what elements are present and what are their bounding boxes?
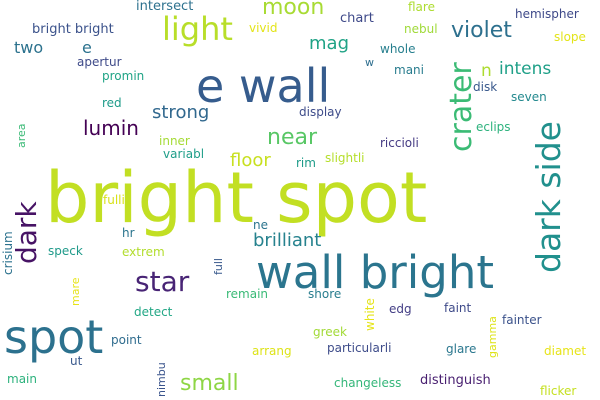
word-white: white [363,298,377,331]
word-inner: inner [159,134,190,148]
word-edg: edg [389,302,412,316]
word-disk: disk [473,80,498,94]
word-chart: chart [340,11,374,26]
word-intens: intens [499,59,552,79]
word-hr: hr [122,226,135,240]
word-vivid: vivid [249,21,278,35]
word-red: red [102,96,122,110]
word-e-wall: e wall [196,59,331,113]
word-e: e [82,38,92,57]
word-brilliant: brilliant [253,230,322,251]
word-dark-side: dark side [529,121,568,273]
word-w: w [365,56,374,69]
word-changeless: changeless [334,376,402,390]
word-intersect: intersect [136,0,194,14]
word-greek: greek [313,325,348,339]
word-nimbu: nimbu [155,362,168,397]
word-riccioli: riccioli [380,136,419,150]
word-strong: strong [152,102,210,123]
word-bright-bright: bright bright [32,22,114,37]
word-two: two [14,38,44,57]
word-eclips: eclips [476,120,511,134]
word-near: near [267,125,318,150]
word-hemispher: hemispher [515,7,579,21]
word-extrem: extrem [122,245,165,259]
word-dark: dark [10,201,43,264]
word-light: light [162,10,233,48]
word-slope: slope [554,30,586,44]
word-slightli: slightli [325,151,365,165]
word-diamet: diamet [544,344,587,358]
word-faint: faint [444,301,472,315]
word-fulli: fulli [103,193,125,207]
word-glare: glare [446,342,477,356]
word-ne: ne [253,218,268,232]
word-remain: remain [226,287,269,301]
word-crisium: crisium [1,231,15,275]
word-speck: speck [48,244,83,258]
word-mare: mare [69,277,82,306]
word-spot: spot [4,310,104,364]
word-fainter: fainter [502,313,542,327]
word-main: main [7,372,37,386]
word-ut: ut [70,354,83,368]
word-small: small [180,371,239,396]
word-flare: flare [408,0,435,14]
word-detect: detect [134,305,173,319]
word-rim: rim [296,156,316,170]
word-mani: mani [394,63,424,77]
word-nebul: nebul [404,22,438,36]
word-distinguish: distinguish [420,373,491,388]
word-violet: violet [451,18,512,43]
word-lumin: lumin [83,116,139,140]
word-shore: shore [308,287,342,301]
word-whole: whole [380,42,416,56]
word-apertur: apertur [77,55,122,69]
word-gamma: gamma [486,316,499,358]
word-full: full [212,258,225,275]
word-arrang: arrang [252,344,292,358]
word-seven: seven [511,90,547,104]
word-promin: promin [102,69,145,83]
word-wall-bright: wall bright [256,246,494,299]
word-star: star [135,265,190,298]
word-n: n [481,61,492,81]
word-floor: floor [230,150,271,171]
word-particularli: particularli [327,341,392,355]
word-point: point [111,333,142,347]
word-moon: moon [262,0,325,20]
word-variabl: variabl [163,147,205,161]
word-mag: mag [309,33,349,54]
word-display: display [299,105,342,119]
word-area: area [15,123,28,148]
word-flicker: flicker [540,384,577,398]
word-bright-spot: bright spot [45,157,428,239]
word-crater: crater [444,62,479,152]
